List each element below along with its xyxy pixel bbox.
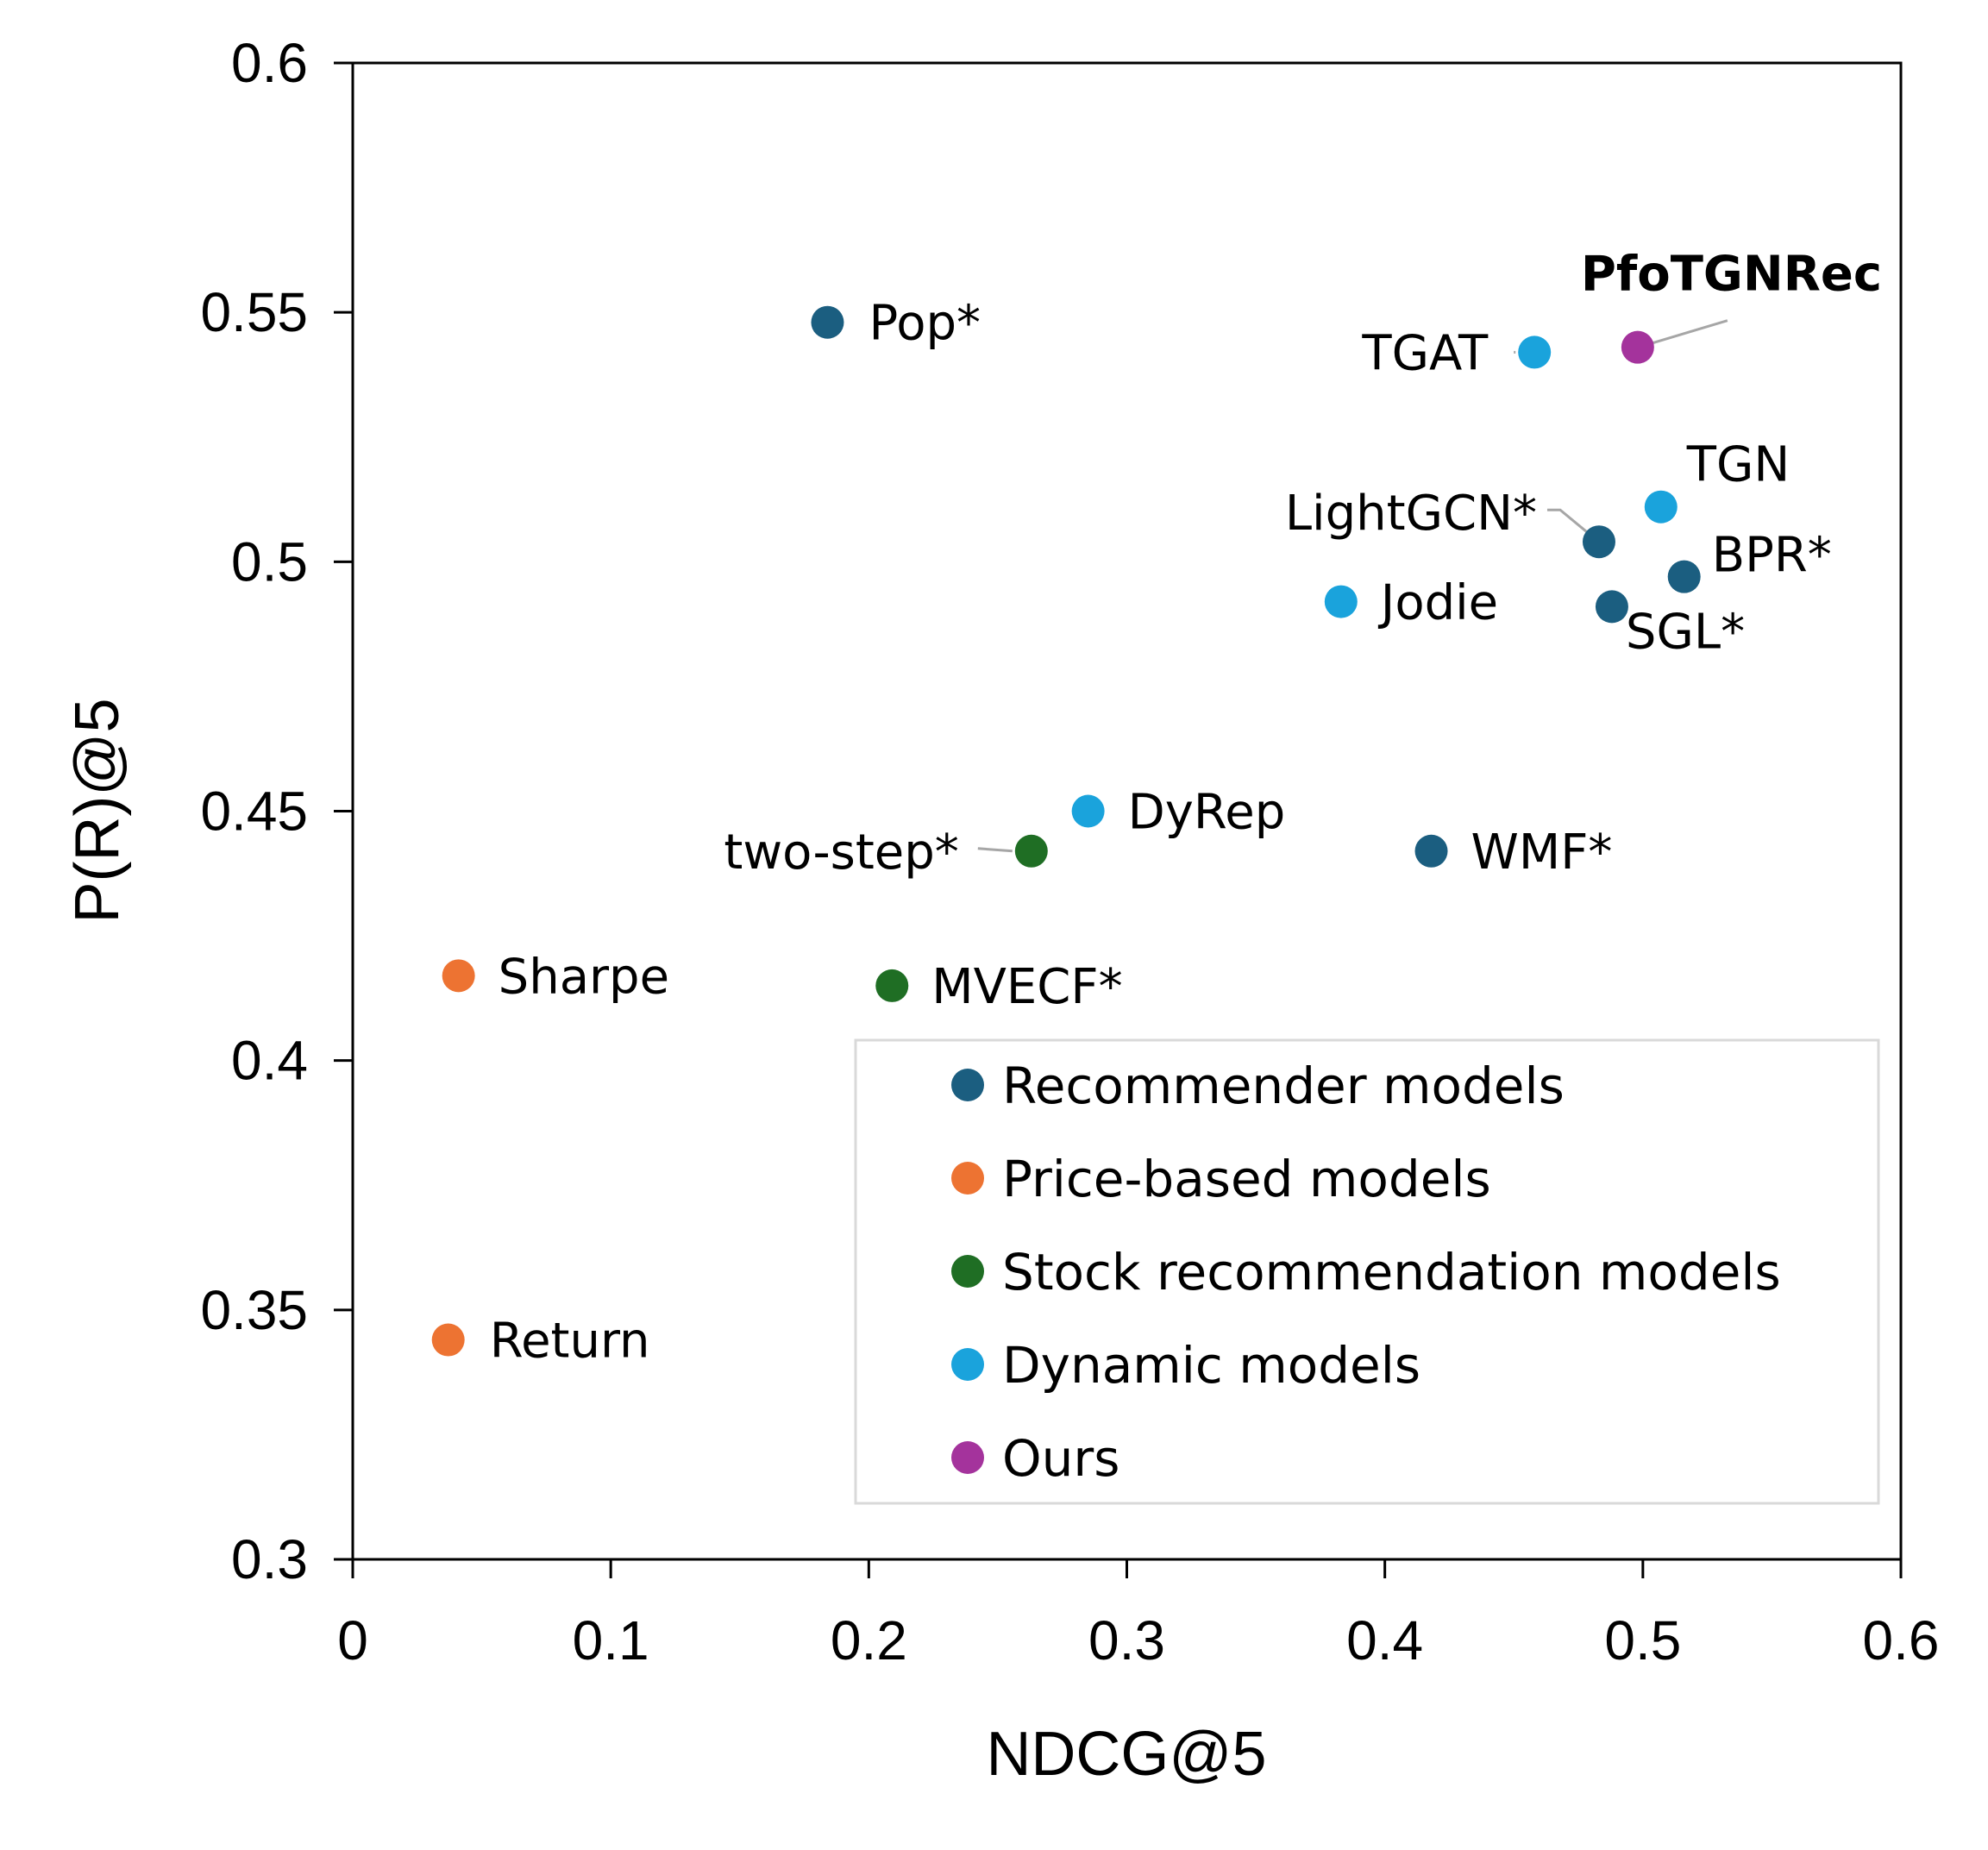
data-point — [1621, 330, 1654, 364]
x-tick-label: 0.1 — [573, 1609, 649, 1671]
y-tick-label: 0.3 — [231, 1528, 308, 1590]
legend-label: Ours — [1002, 1429, 1119, 1488]
legend-label: Stock recommendation models — [1002, 1243, 1781, 1301]
data-point — [1595, 590, 1628, 624]
leader-line — [1649, 319, 1728, 346]
point-labels: Pop* WMF* LightGCN* BPR* SGL* Sharpe Return two… — [490, 247, 1882, 1370]
legend-label: Recommender models — [1002, 1057, 1565, 1115]
y-axis: 0.3 0.35 0.4 0.45 0.5 0.55 0.6 — [200, 32, 353, 1590]
legend-marker — [951, 1441, 984, 1474]
data-point — [811, 305, 844, 339]
y-tick-label: 0.4 — [231, 1030, 308, 1092]
y-tick-label: 0.5 — [231, 530, 308, 593]
point-label: Jodie — [1378, 575, 1498, 631]
legend-box — [854, 1038, 1880, 1505]
legend-label: Dynamic models — [1002, 1336, 1420, 1395]
x-tick-label: 0 — [337, 1609, 368, 1671]
point-label: Pop* — [869, 296, 981, 352]
point-label: DyRep — [1128, 785, 1286, 841]
legend-marker — [951, 1162, 984, 1195]
point-label: PfoTGNRec — [1581, 247, 1882, 303]
x-tick-label: 0.5 — [1604, 1609, 1681, 1671]
point-label: TGN — [1686, 437, 1790, 493]
point-label: BPR* — [1712, 528, 1832, 584]
legend-marker — [951, 1255, 984, 1288]
point-label: Sharpe — [499, 949, 669, 1005]
leader-lines — [977, 319, 1728, 853]
point-label: TGAT — [1361, 325, 1489, 381]
data-point — [1518, 336, 1552, 369]
data-point — [1414, 834, 1448, 868]
x-axis-title: NDCG@5 — [986, 1720, 1266, 1789]
point-label: MVECF* — [931, 959, 1122, 1015]
data-point — [442, 959, 475, 993]
legend-marker — [951, 1069, 984, 1101]
data-point — [431, 1323, 465, 1357]
point-label: SGL* — [1626, 604, 1745, 660]
y-tick-label: 0.6 — [231, 32, 308, 94]
x-tick-label: 0.4 — [1346, 1609, 1423, 1671]
data-point — [1667, 560, 1701, 593]
x-tick-label: 0.3 — [1088, 1609, 1165, 1671]
data-point — [1582, 525, 1615, 559]
point-label: Return — [490, 1314, 650, 1370]
x-tick-label: 0.6 — [1863, 1609, 1940, 1671]
data-point — [1071, 794, 1105, 828]
point-label: LightGCN* — [1285, 486, 1537, 542]
leader-line — [1546, 508, 1591, 536]
x-tick-label: 0.2 — [831, 1609, 907, 1671]
data-point — [1324, 585, 1358, 618]
point-label: two-step* — [724, 825, 958, 881]
x-axis: 0 0.1 0.2 0.3 0.4 0.5 0.6 — [337, 1559, 1939, 1671]
legend-marker — [951, 1348, 984, 1381]
data-points — [431, 305, 1701, 1357]
data-point — [1014, 834, 1048, 868]
point-label: WMF* — [1471, 825, 1613, 881]
legend: Recommender models Price-based models Stoc… — [854, 1038, 1880, 1505]
data-point — [1644, 490, 1678, 524]
y-tick-label: 0.55 — [200, 281, 308, 343]
leader-line — [977, 847, 1013, 853]
y-tick-label: 0.45 — [200, 781, 308, 843]
legend-label: Price-based models — [1002, 1150, 1491, 1208]
y-tick-label: 0.35 — [200, 1279, 308, 1341]
y-axis-title: P(R)@5 — [63, 698, 132, 923]
data-point — [875, 969, 909, 1002]
